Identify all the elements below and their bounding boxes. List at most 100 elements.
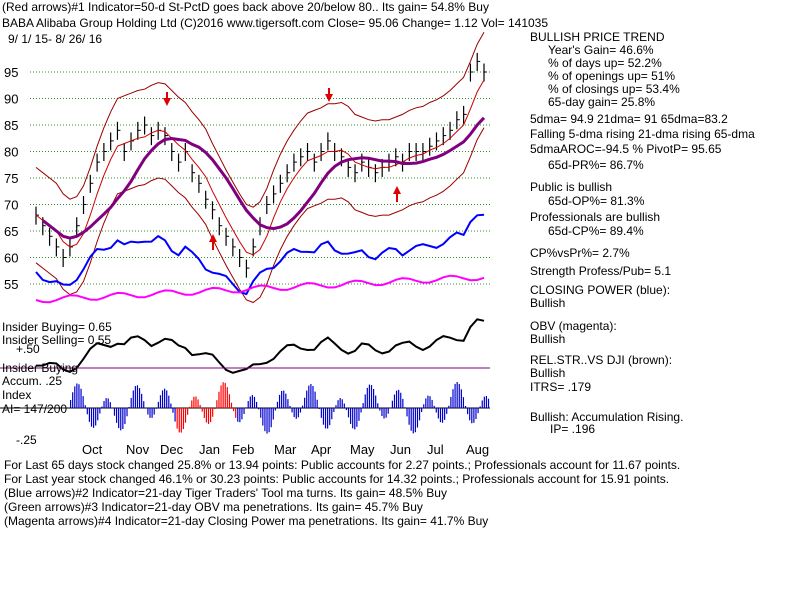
- red-arrow: [163, 98, 171, 106]
- accum-bar: [166, 390, 168, 408]
- date-range: 9/ 1/ 15- 8/ 26/ 16: [8, 32, 103, 46]
- accum-bar: [266, 408, 268, 434]
- accum-bar: [479, 406, 481, 408]
- accum-bar: [184, 408, 187, 423]
- accum-bar: [255, 401, 258, 408]
- insider-selling-label: Insider Selling= 0.55: [2, 333, 112, 347]
- accum-bar: [337, 400, 339, 408]
- accum-bar: [299, 408, 302, 413]
- accum-bar: [161, 390, 164, 408]
- indicator-4-title: (Magenta arrows)#4 Indicator=21-day Clos…: [4, 514, 489, 528]
- right-panel-line-2: % of days up= 52.2%: [548, 56, 662, 70]
- accum-bar: [322, 408, 325, 425]
- accum-bar: [454, 383, 456, 408]
- accum-bar: [191, 400, 193, 408]
- accum-bar: [418, 408, 421, 421]
- accum-bar: [333, 408, 335, 413]
- accum-bar: [84, 405, 86, 408]
- accum-bar: [70, 400, 72, 408]
- accum-bar: [212, 408, 214, 417]
- month-label: Nov: [126, 442, 150, 457]
- right-panel-line-7: Falling 5-dma rising 21-dma rising 65-dm…: [530, 127, 755, 141]
- accum-bar: [138, 388, 141, 408]
- accum-bar: [95, 408, 97, 426]
- rel-strength-line: [35, 318, 485, 374]
- accum-bar: [210, 408, 212, 423]
- right-panel-line-4: % of closings up= 53.4%: [548, 82, 680, 96]
- accum-bar: [412, 408, 414, 434]
- accum-bar: [130, 397, 132, 408]
- accum-bar: [297, 408, 299, 418]
- y-tick-60: 60: [4, 251, 18, 266]
- accum-bar: [471, 408, 473, 424]
- accum-bar: [398, 389, 400, 408]
- accum-bar: [220, 385, 222, 408]
- accum-bar: [306, 390, 308, 408]
- accum-bar: [291, 408, 293, 413]
- accum-bar: [287, 399, 289, 408]
- accum-bar: [195, 396, 197, 408]
- accum-bar: [320, 408, 322, 418]
- accum-bar: [379, 408, 381, 411]
- month-label: Jul: [427, 442, 444, 457]
- right-panel-line-0: BULLISH PRICE TREND: [530, 30, 665, 44]
- accum-bar: [264, 408, 266, 432]
- accum-bar: [180, 408, 182, 433]
- accum-bar: [197, 399, 199, 408]
- footer-65day: For Last 65 days stock changed 25.8% or …: [4, 458, 681, 472]
- accum-bar: [90, 408, 93, 427]
- accum-bar: [387, 408, 389, 414]
- right-panel-line-3: % of openings up= 51%: [548, 69, 676, 83]
- accum-bar: [105, 398, 107, 408]
- accum-bar: [475, 408, 477, 420]
- month-label: Dec: [160, 442, 184, 457]
- accum-bar: [176, 408, 178, 429]
- accum-bar: [368, 384, 371, 408]
- accum-bar: [205, 408, 208, 423]
- accum-bar: [120, 408, 122, 431]
- accum-bar: [383, 408, 385, 419]
- accum-bar: [364, 394, 366, 408]
- accum-bar: [239, 408, 241, 423]
- accum-bar: [483, 396, 485, 408]
- accum-bar: [164, 388, 166, 408]
- accum-bar: [157, 401, 159, 408]
- accum-bar: [86, 408, 88, 415]
- bands: [35, 32, 486, 304]
- accum-bar: [293, 408, 295, 418]
- accum-bar: [272, 408, 274, 420]
- right-panel-line-8: 5dmaAROC=-94.5 % PivotP= 95.65: [530, 142, 722, 156]
- accum-bar: [295, 408, 297, 419]
- accum-bar: [427, 395, 429, 408]
- accum-bar: [278, 394, 281, 408]
- index-label: Index: [2, 388, 32, 402]
- accum-bar: [126, 408, 128, 417]
- y-tick-65: 65: [4, 224, 18, 239]
- accum-bar: [228, 394, 231, 408]
- accum-bar: [155, 408, 157, 409]
- accum-bar: [462, 397, 465, 408]
- accum-bar: [331, 408, 333, 420]
- stock-header: BABA Alibaba Group Holding Ltd (C)2016 w…: [2, 16, 549, 30]
- accum-bar: [99, 408, 101, 414]
- accum-bar: [115, 408, 118, 423]
- accum-bar: [289, 405, 291, 408]
- lower-indicators: [0, 213, 490, 434]
- accum-bar: [187, 408, 189, 415]
- right-panel-line-21: Bullish: [530, 366, 566, 380]
- y-tick-70: 70: [4, 198, 18, 213]
- accum-bar: [76, 383, 78, 408]
- accum-bar: [485, 395, 488, 408]
- accum-bar: [128, 407, 130, 408]
- ai-label: AI= 147/200: [2, 402, 68, 416]
- accum-bar: [312, 386, 314, 408]
- accum-bar: [350, 408, 352, 424]
- accum-bar: [347, 408, 350, 418]
- right-panel-line-23: Bullish: Accumulation Rising.: [530, 410, 684, 424]
- ma65-line: [41, 116, 486, 240]
- accum-bar: [441, 408, 444, 423]
- accum-bar: [103, 401, 105, 408]
- accum-bar: [276, 401, 279, 408]
- red-arrow: [209, 234, 217, 242]
- accum-bar: [189, 406, 191, 408]
